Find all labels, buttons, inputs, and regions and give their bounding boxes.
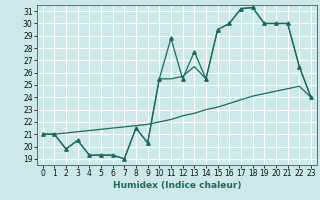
X-axis label: Humidex (Indice chaleur): Humidex (Indice chaleur)	[113, 181, 241, 190]
